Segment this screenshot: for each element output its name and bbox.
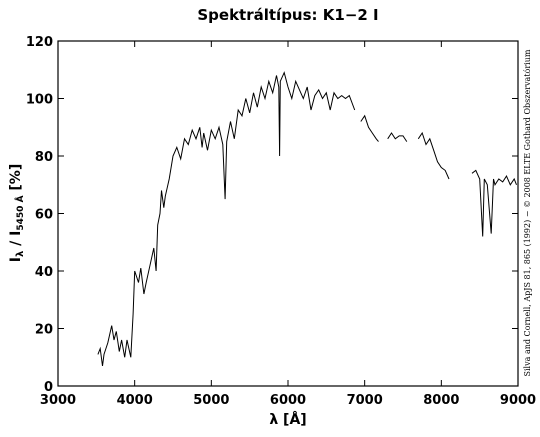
y-axis-label: Iλ / I5450 Å [%] xyxy=(8,164,26,262)
x-tick-label: 5000 xyxy=(193,393,229,408)
chart-title: Spektráltípus: K1−2 I xyxy=(197,6,378,24)
y-tick-label: 40 xyxy=(35,265,53,280)
x-tick-label: 7000 xyxy=(347,393,383,408)
x-tick-label: 9000 xyxy=(500,393,536,408)
y-tick-label: 20 xyxy=(35,323,53,338)
y-label-part: / I xyxy=(8,231,24,251)
y-label-part: I xyxy=(8,257,24,262)
y-tick-label: 60 xyxy=(35,208,53,223)
plot-frame xyxy=(57,40,519,387)
y-tick-label: 80 xyxy=(35,150,53,165)
x-tick-label: 6000 xyxy=(270,393,306,408)
spectrum-line xyxy=(97,71,517,366)
x-axis-label: λ [Å] xyxy=(269,411,306,428)
y-label-part: 5450 Å xyxy=(15,195,26,230)
x-tick-label: 8000 xyxy=(423,393,459,408)
y-label-part: λ xyxy=(15,250,26,257)
y-tick-label: 100 xyxy=(26,93,53,108)
x-tick-label: 4000 xyxy=(117,393,153,408)
y-label-part: [%] xyxy=(8,164,24,196)
x-tick-label: 3000 xyxy=(40,393,76,408)
y-tick-label: 0 xyxy=(44,380,53,395)
credit: Silva and Cornell, ApJS 81, 865 (1992) −… xyxy=(523,49,532,376)
y-tick-label: 120 xyxy=(26,35,53,50)
